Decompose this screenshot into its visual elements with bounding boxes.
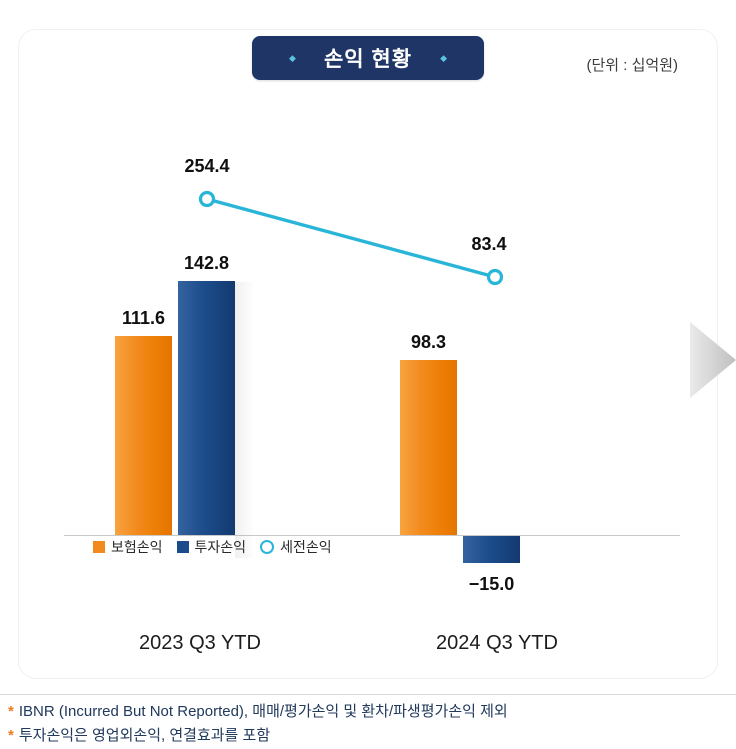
value-label: 98.3 <box>410 332 447 352</box>
legend-square-swatch <box>93 541 105 553</box>
bar-보험손익-2023 Q3 YTD <box>115 336 172 535</box>
footer-divider <box>0 694 736 695</box>
asterisk-marker: * <box>8 703 14 720</box>
value-label: 83.4 <box>471 234 507 254</box>
value-label: 254.4 <box>184 156 230 176</box>
title-badge: ◆ 손익 현황 ◆ <box>252 36 484 80</box>
legend-square-swatch <box>176 541 189 553</box>
footnote-2: * 투자손익은 영업외손익, 연결효과를 포함 <box>8 724 270 745</box>
value-label: −15.0 <box>468 573 515 594</box>
bar-투자손익-2023 Q3 YTD <box>178 280 235 535</box>
diamond-icon: ◆ <box>440 52 447 63</box>
next-arrow-button[interactable] <box>690 322 736 403</box>
diamond-icon: ◆ <box>289 52 296 63</box>
category-label: 2023 Q3 YTD <box>139 632 261 654</box>
footnote-text: IBNR (Incurred But Not Reported), 매매/평가손… <box>18 703 508 720</box>
zero-axis-line <box>64 535 680 536</box>
bar-투자손익-2024 Q3 YTD <box>463 536 520 563</box>
category-label: 2024 Q3 YTD <box>436 632 558 654</box>
footnote-1: * IBNR (Incurred But Not Reported), 매매/평가… <box>8 700 508 721</box>
bar-보험손익-2024 Q3 YTD <box>400 360 457 535</box>
legend: 보험손익 투자손익 세전손익 <box>93 537 332 557</box>
unit-label: (단위 : 십억원) <box>586 57 679 74</box>
legend-circle-swatch <box>260 540 275 554</box>
value-label: 142.8 <box>183 252 230 273</box>
legend-label: 세전손익 <box>280 539 332 555</box>
footnote-text: 투자손익은 영업외손익, 연결효과를 포함 <box>18 727 271 744</box>
value-label: 111.6 <box>121 308 166 329</box>
legend-label: 투자손익 <box>194 539 247 555</box>
legend-label: 보험손익 <box>111 539 163 555</box>
legend-item-투자손익: 투자손익 <box>176 537 247 557</box>
asterisk-marker: * <box>8 727 14 744</box>
legend-item-세전손익: 세전손익 <box>260 537 332 557</box>
bar-shadow <box>235 282 255 558</box>
chevron-right-icon <box>690 322 736 398</box>
legend-item-보험손익: 보험손익 <box>93 537 163 557</box>
page-title: 손익 현황 <box>323 48 413 71</box>
